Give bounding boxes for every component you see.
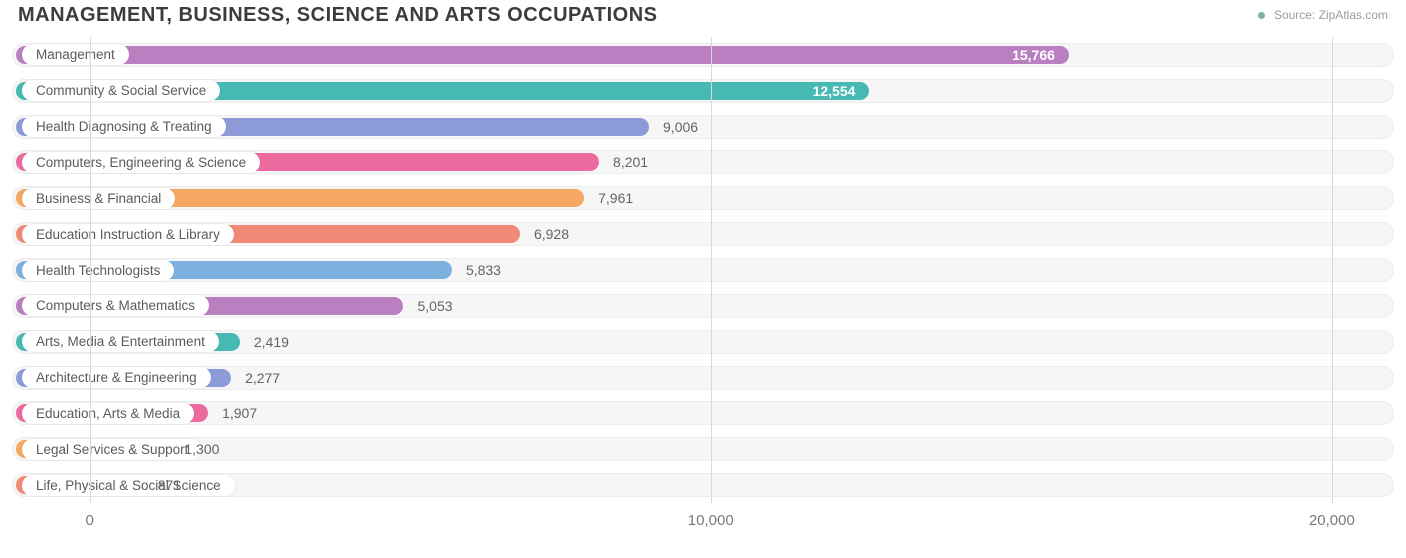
bar-track: [12, 401, 1394, 425]
bar-value-label: 8,201: [613, 152, 648, 172]
bars-layer: Management 15,766 Community & Social Servi…: [12, 37, 1394, 503]
source-name: ZipAtlas.com: [1319, 8, 1388, 22]
bar-value-label: 12,554: [813, 81, 856, 101]
x-axis-tick-label: 0: [85, 512, 93, 529]
bar-value-label: 15,766: [1012, 45, 1055, 65]
bar-value-label: 1,907: [222, 403, 257, 423]
bar-row: Business & Financial 7,961: [12, 186, 1394, 210]
x-axis-tick-label: 20,000: [1309, 512, 1355, 529]
bar-value-label: 6,928: [534, 224, 569, 244]
gridline: [1332, 37, 1333, 503]
x-axis-tick-label: 10,000: [688, 512, 734, 529]
bar-category-label: Community & Social Service: [22, 80, 220, 101]
bar-category-label: Computers & Mathematics: [22, 295, 209, 316]
bar-row: Education Instruction & Library 6,928: [12, 222, 1394, 246]
bar-value-label: 9,006: [663, 117, 698, 137]
bar-category-label: Arts, Media & Entertainment: [22, 331, 219, 352]
bar-value-label: 2,277: [245, 368, 280, 388]
source-dot-icon: [1258, 12, 1265, 19]
bar-row: Health Diagnosing & Treating 9,006: [12, 115, 1394, 139]
source-attribution: Source: ZipAtlas.com: [1258, 8, 1388, 22]
bar-value-label: 7,961: [598, 188, 633, 208]
bar-value-label: 5,053: [417, 296, 452, 316]
gridline: [90, 37, 91, 503]
bar-row: Health Technologists 5,833: [12, 258, 1394, 282]
source-label: Source:: [1274, 8, 1315, 22]
bar-row: Life, Physical & Social Science871: [12, 473, 1394, 497]
plot-area: Management 15,766 Community & Social Servi…: [12, 37, 1394, 531]
bar-category-label: Education, Arts & Media: [22, 403, 194, 424]
bar-category-label: Education Instruction & Library: [22, 224, 234, 245]
bar-row: Computers & Mathematics 5,053: [12, 294, 1394, 318]
bar-category-label: Health Diagnosing & Treating: [22, 116, 226, 137]
bar-value-label: 2,419: [254, 332, 289, 352]
bar-category-label: Health Technologists: [22, 260, 174, 281]
bar-row: Legal Services & Support1,300: [12, 437, 1394, 461]
bar-row: Management 15,766: [12, 43, 1394, 67]
bar-value-label: 871: [158, 475, 181, 495]
bar-category-label: Computers, Engineering & Science: [22, 152, 260, 173]
bar-category-label: Management: [22, 44, 129, 65]
bar-row: Computers, Engineering & Science 8,201: [12, 150, 1394, 174]
bar-row: Community & Social Service 12,554: [12, 79, 1394, 103]
bar-row: Education, Arts & Media 1,907: [12, 401, 1394, 425]
gridline: [711, 37, 712, 503]
bar-value-label: 5,833: [466, 260, 501, 280]
bar-row: Arts, Media & Entertainment 2,419: [12, 330, 1394, 354]
bar-category-label: Legal Services & Support: [22, 439, 202, 460]
bar-row: Architecture & Engineering 2,277: [12, 366, 1394, 390]
chart-container: MANAGEMENT, BUSINESS, SCIENCE AND ARTS O…: [0, 0, 1406, 558]
chart-title: MANAGEMENT, BUSINESS, SCIENCE AND ARTS O…: [18, 4, 1394, 27]
bar-category-label: Life, Physical & Social Science: [22, 475, 235, 496]
bar-fill: [16, 46, 1069, 64]
bar-value-label: 1,300: [184, 439, 219, 459]
bar-category-label: Business & Financial: [22, 188, 175, 209]
bar-category-label: Architecture & Engineering: [22, 367, 211, 388]
